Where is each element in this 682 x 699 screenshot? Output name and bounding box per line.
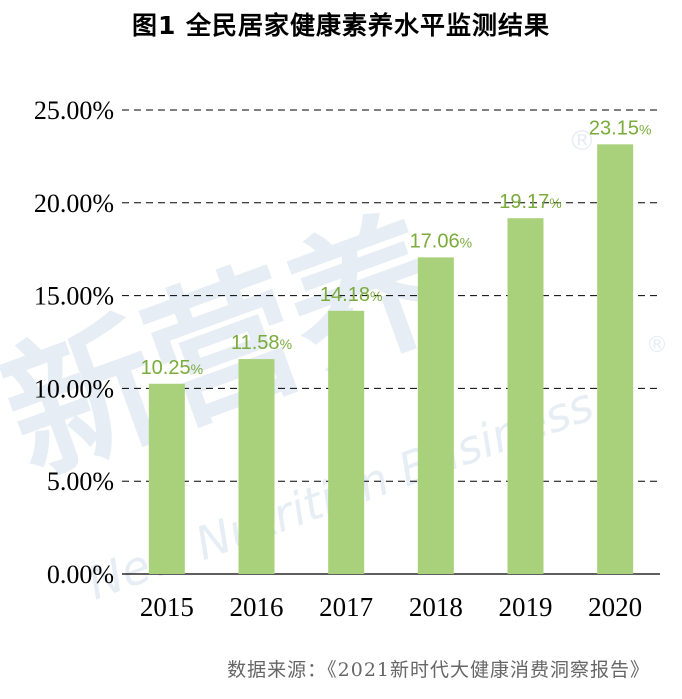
- data-label: 19.17%: [499, 191, 562, 213]
- bar: [148, 383, 185, 574]
- y-tick-label: 25.00%: [34, 96, 114, 125]
- bar: [417, 257, 454, 574]
- y-tick-label: 10.00%: [34, 374, 114, 403]
- bar: [597, 144, 634, 574]
- bar: [238, 359, 275, 574]
- y-tick-label: 5.00%: [47, 467, 114, 496]
- y-tick-label: 0.00%: [47, 560, 114, 589]
- x-tick-label: 2017: [319, 592, 373, 622]
- data-label: 17.06%: [410, 230, 473, 252]
- data-label: 11.58%: [231, 332, 292, 354]
- data-label: 23.15%: [589, 117, 652, 139]
- x-tick-label: 2015: [140, 592, 194, 622]
- x-tick-label: 2018: [409, 592, 463, 622]
- y-tick-label: 15.00%: [34, 282, 114, 311]
- data-label: 10.25%: [141, 357, 204, 379]
- x-tick-label: 2016: [230, 592, 284, 622]
- y-tick-label: 20.00%: [34, 189, 114, 218]
- data-source: 数据来源：《2021新时代大健康消费洞察报告》: [227, 659, 650, 681]
- x-tick-label: 2019: [499, 592, 553, 622]
- x-tick-label: 2020: [588, 592, 642, 622]
- chart-title: 图1 全民居家健康素养水平监测结果: [131, 11, 551, 40]
- data-label: 14.18%: [320, 284, 383, 306]
- bar: [507, 218, 544, 574]
- bar: [328, 310, 365, 574]
